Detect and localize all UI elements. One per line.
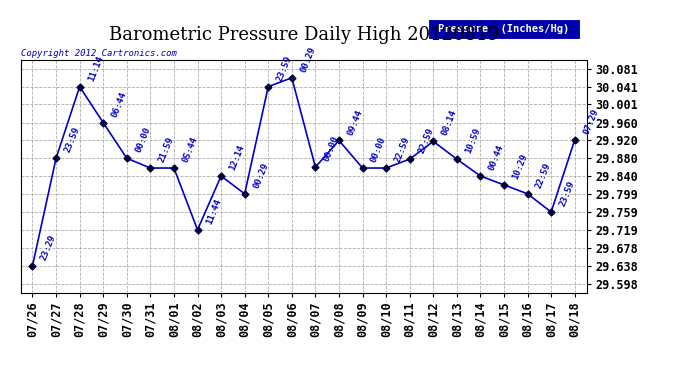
Text: 21:59: 21:59 (157, 136, 176, 164)
Text: 00:44: 00:44 (487, 144, 506, 172)
Text: 00:29: 00:29 (252, 161, 270, 190)
Text: 11:44: 11:44 (204, 197, 223, 226)
Text: 22:59: 22:59 (535, 161, 553, 190)
Text: 00:29: 00:29 (299, 45, 317, 74)
Text: 10:29: 10:29 (511, 153, 529, 181)
Text: Barometric Pressure Daily High 20120819: Barometric Pressure Daily High 20120819 (108, 26, 499, 44)
Text: 23:59: 23:59 (63, 126, 81, 154)
Text: 07:29: 07:29 (582, 108, 600, 136)
Text: Pressure  (Inches/Hg): Pressure (Inches/Hg) (438, 24, 569, 34)
Text: 09:44: 09:44 (346, 108, 364, 136)
Text: 00:00: 00:00 (134, 126, 152, 154)
Text: 12:14: 12:14 (228, 144, 246, 172)
Text: 23:29: 23:29 (39, 233, 58, 262)
Text: 23:59: 23:59 (558, 180, 576, 208)
Text: 11:14: 11:14 (86, 54, 105, 82)
Text: 08:14: 08:14 (440, 109, 459, 137)
Text: 10:59: 10:59 (464, 127, 482, 155)
Text: 00:00: 00:00 (322, 135, 341, 163)
Text: 22:59: 22:59 (393, 136, 411, 164)
Text: 23:59: 23:59 (275, 54, 293, 82)
Text: 00:00: 00:00 (369, 136, 388, 164)
Text: 22:59: 22:59 (417, 127, 435, 155)
Text: 06:44: 06:44 (110, 90, 128, 118)
Text: 05:44: 05:44 (181, 136, 199, 164)
Text: Copyright 2012 Cartronics.com: Copyright 2012 Cartronics.com (21, 49, 177, 58)
